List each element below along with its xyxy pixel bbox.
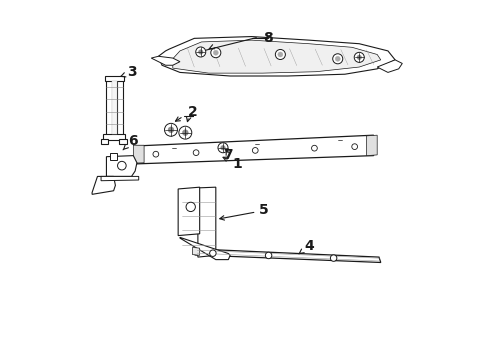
Circle shape bbox=[185, 202, 195, 212]
Circle shape bbox=[168, 127, 174, 133]
Polygon shape bbox=[376, 60, 402, 72]
Text: 8: 8 bbox=[263, 31, 272, 45]
Polygon shape bbox=[106, 78, 112, 135]
Circle shape bbox=[351, 144, 357, 149]
Circle shape bbox=[193, 150, 199, 156]
Circle shape bbox=[332, 54, 342, 64]
Circle shape bbox=[117, 161, 126, 170]
Circle shape bbox=[252, 148, 258, 153]
Polygon shape bbox=[101, 139, 108, 144]
Polygon shape bbox=[102, 134, 125, 140]
Text: 7: 7 bbox=[223, 148, 233, 162]
Circle shape bbox=[218, 143, 227, 153]
Circle shape bbox=[356, 55, 361, 60]
Circle shape bbox=[213, 50, 218, 55]
Circle shape bbox=[210, 48, 221, 58]
Circle shape bbox=[164, 123, 177, 136]
Circle shape bbox=[198, 50, 203, 54]
Circle shape bbox=[353, 52, 364, 62]
Polygon shape bbox=[178, 187, 199, 235]
Polygon shape bbox=[180, 237, 230, 260]
Polygon shape bbox=[92, 176, 115, 194]
Circle shape bbox=[311, 145, 317, 151]
Text: 1: 1 bbox=[223, 157, 242, 171]
Polygon shape bbox=[151, 56, 180, 65]
Polygon shape bbox=[172, 40, 380, 73]
Polygon shape bbox=[198, 187, 215, 257]
Circle shape bbox=[275, 49, 285, 59]
Circle shape bbox=[277, 52, 282, 57]
Circle shape bbox=[330, 255, 336, 261]
Polygon shape bbox=[117, 78, 122, 135]
Polygon shape bbox=[366, 135, 376, 156]
Circle shape bbox=[265, 252, 271, 259]
Circle shape bbox=[182, 130, 188, 136]
Circle shape bbox=[153, 151, 159, 157]
Text: 6: 6 bbox=[123, 134, 137, 150]
Polygon shape bbox=[104, 76, 124, 81]
Text: 5: 5 bbox=[219, 203, 268, 220]
Circle shape bbox=[209, 250, 216, 256]
Circle shape bbox=[335, 56, 340, 61]
Polygon shape bbox=[194, 249, 380, 262]
Text: 2: 2 bbox=[187, 105, 197, 119]
Text: 4: 4 bbox=[298, 239, 313, 254]
Circle shape bbox=[195, 47, 205, 57]
Polygon shape bbox=[133, 145, 144, 163]
Polygon shape bbox=[158, 37, 394, 76]
Polygon shape bbox=[137, 135, 373, 164]
Polygon shape bbox=[112, 81, 117, 134]
Circle shape bbox=[179, 126, 191, 139]
Polygon shape bbox=[106, 156, 137, 176]
Polygon shape bbox=[192, 247, 199, 255]
Polygon shape bbox=[101, 176, 139, 181]
Polygon shape bbox=[119, 139, 126, 144]
Polygon shape bbox=[110, 153, 117, 160]
Circle shape bbox=[220, 145, 225, 150]
Text: 3: 3 bbox=[121, 66, 136, 80]
